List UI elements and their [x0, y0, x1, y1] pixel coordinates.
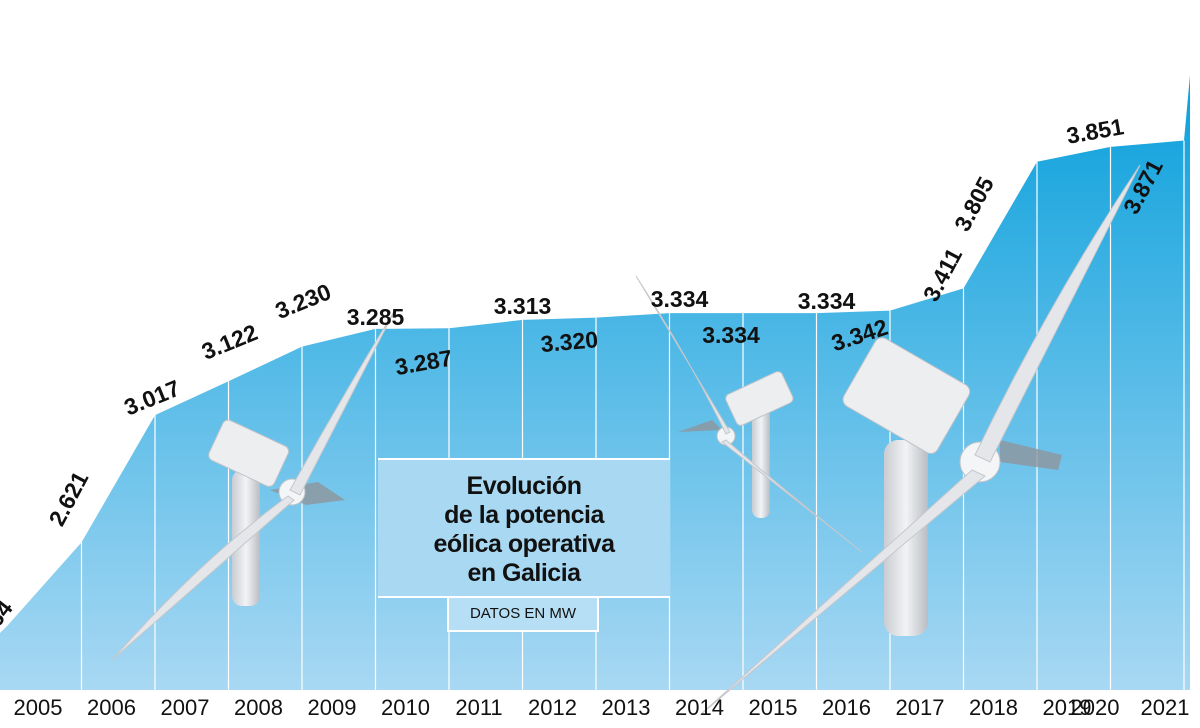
year-label: 2009 — [308, 695, 357, 720]
year-label: 2017 — [896, 695, 945, 720]
value-label: 3.851 — [1065, 113, 1126, 149]
year-label: 2021 — [1141, 695, 1190, 720]
year-label: 2020 — [1071, 695, 1120, 720]
year-labels: 2005 2006 2007 2008 2009 2010 2011 2012 2013 2014… — [14, 695, 1190, 720]
value-label: 3.334 — [798, 288, 856, 314]
value-label: 3.122 — [198, 319, 261, 365]
year-label: 2013 — [602, 695, 651, 720]
value-label: 3.230 — [271, 278, 334, 324]
year-label: 2006 — [87, 695, 136, 720]
title-line: en Galicia — [467, 559, 581, 587]
value-label: 2.621 — [43, 467, 93, 530]
wind-turbine-icon — [699, 164, 1141, 716]
year-label: 2015 — [749, 695, 798, 720]
wind-turbine-icon — [111, 309, 396, 661]
year-label: 2007 — [161, 695, 210, 720]
year-label: 2008 — [234, 695, 283, 720]
year-label: 2005 — [14, 695, 63, 720]
value-label: 3.313 — [494, 293, 552, 319]
year-label: 2011 — [455, 695, 502, 720]
wind-turbines-illustration — [111, 164, 1141, 716]
year-label: 2016 — [822, 695, 871, 720]
chart-title: Evolución de la potencia eólica operativ… — [378, 458, 670, 598]
value-label: 3.334 — [651, 286, 709, 312]
year-label: 2014 — [675, 695, 724, 720]
chart-subtitle: DATOS EN MW — [447, 598, 599, 632]
value-label: 3.285 — [347, 304, 405, 330]
title-line: eólica operativa — [433, 530, 615, 558]
year-label: 2018 — [969, 695, 1018, 720]
wind-turbine-icon — [635, 275, 863, 553]
value-label: 3.334 — [702, 322, 760, 348]
year-label: 2019 — [1043, 695, 1092, 720]
value-label: 3.805 — [949, 172, 999, 235]
value-labels: 2.3642.6213.0173.1223.2303.2853.2873.313… — [0, 113, 1168, 657]
year-label: 2010 — [381, 695, 430, 720]
value-label: 3.320 — [539, 326, 599, 357]
title-line: de la potencia — [444, 501, 604, 529]
title-line: Evolución — [466, 472, 582, 500]
year-label: 2012 — [528, 695, 577, 720]
